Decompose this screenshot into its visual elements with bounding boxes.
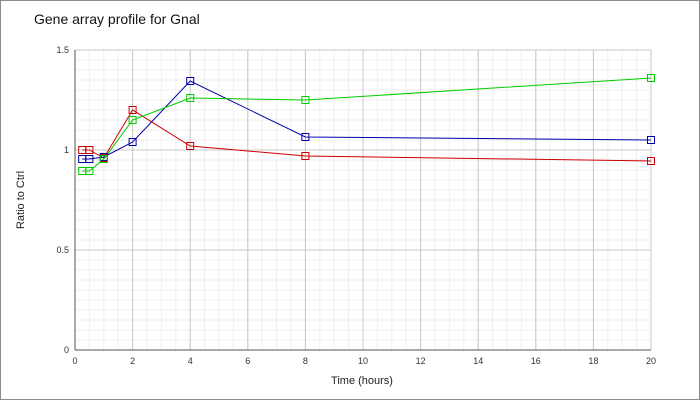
axes: [74, 50, 651, 351]
series-3-line: [82, 77, 652, 172]
series-2-point: [128, 138, 137, 146]
series-2-point: [301, 133, 310, 141]
series-3-point: [301, 96, 310, 104]
x-tick-label: 10: [358, 356, 368, 366]
y-tick-label: 1.5: [56, 45, 69, 55]
series-markers: [78, 74, 655, 175]
x-tick-label: 12: [416, 356, 426, 366]
series-3-point: [128, 116, 137, 124]
series-lines: [82, 77, 652, 172]
x-tick-label: 18: [588, 356, 598, 366]
series-2-line: [82, 80, 652, 160]
series-1-point: [128, 106, 137, 114]
series-3-point: [85, 167, 94, 175]
series-2-point: [647, 136, 655, 144]
series-1-point: [186, 142, 195, 150]
y-axis-label: Ratio to Ctrl: [15, 171, 27, 229]
x-axis-label: Time (hours): [331, 375, 393, 387]
series-1-point: [301, 152, 310, 160]
x-tick-label: 8: [303, 356, 308, 366]
x-tick-label: 14: [473, 356, 483, 366]
series-3-point: [186, 94, 195, 102]
series-2-point: [186, 77, 195, 85]
x-tick-label: 20: [646, 356, 656, 366]
y-tick-label: 1: [64, 145, 69, 155]
y-tick-labels: 0 0.5 1 1.5: [56, 45, 69, 355]
chart-title: Gene array profile for Gnal: [34, 11, 200, 27]
x-tick-label: 4: [188, 356, 193, 366]
x-tick-label: 16: [531, 356, 541, 366]
x-tick-label: 6: [245, 356, 250, 366]
x-tick-labels: 0 2 4 6 8 10 12 14 16 18 20: [72, 356, 656, 366]
series-1-point: [647, 157, 655, 165]
series-1-line: [82, 109, 652, 162]
x-tick-label: 2: [130, 356, 135, 366]
series-1-point: [85, 146, 94, 154]
series-2-point: [85, 155, 94, 163]
y-tick-label: 0: [64, 345, 69, 355]
x-tick-label: 0: [72, 356, 77, 366]
series-3-point: [99, 155, 108, 163]
y-tick-label: 0.5: [56, 245, 69, 255]
series-3-point: [647, 74, 655, 82]
